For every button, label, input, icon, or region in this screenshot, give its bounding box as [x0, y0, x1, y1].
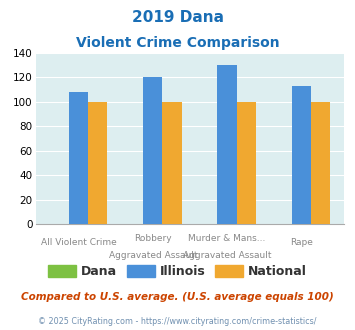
Bar: [292, 86, 311, 224]
Text: Murder & Mans...: Murder & Mans...: [189, 234, 266, 243]
Bar: [88, 102, 108, 224]
Bar: [143, 77, 163, 224]
Bar: [163, 102, 182, 224]
Text: Aggravated Assault: Aggravated Assault: [183, 251, 271, 260]
Text: 2019 Dana: 2019 Dana: [131, 10, 224, 25]
Legend: Dana, Illinois, National: Dana, Illinois, National: [43, 260, 312, 283]
Bar: [237, 102, 256, 224]
Text: Violent Crime Comparison: Violent Crime Comparison: [76, 36, 279, 50]
Bar: [311, 102, 330, 224]
Text: Rape: Rape: [290, 238, 313, 247]
Text: Aggravated Assault: Aggravated Assault: [109, 251, 197, 260]
Text: © 2025 CityRating.com - https://www.cityrating.com/crime-statistics/: © 2025 CityRating.com - https://www.city…: [38, 317, 317, 326]
Bar: [69, 92, 88, 224]
Text: Compared to U.S. average. (U.S. average equals 100): Compared to U.S. average. (U.S. average …: [21, 292, 334, 302]
Text: Robbery: Robbery: [134, 234, 171, 243]
Text: All Violent Crime: All Violent Crime: [40, 238, 116, 247]
Bar: [217, 65, 237, 224]
